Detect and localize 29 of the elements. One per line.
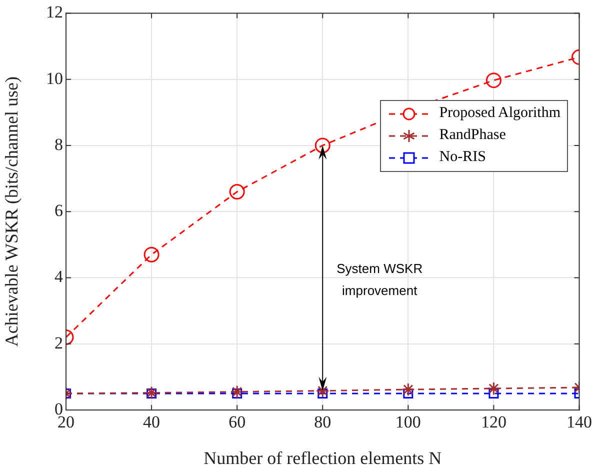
x-tick-label: 140 <box>566 412 592 432</box>
x-tick-label: 40 <box>143 412 160 432</box>
x-tick-label: 60 <box>228 412 246 432</box>
x-tick-label: 80 <box>314 412 332 432</box>
y-axis-title: Achievable WSKR (bits/channel use) <box>2 76 22 347</box>
point <box>232 388 242 398</box>
y-tick-label: 12 <box>46 2 63 22</box>
y-tick-label: 2 <box>54 333 63 352</box>
x-tick-label: 100 <box>395 412 421 432</box>
point <box>486 72 502 88</box>
legend-label: Proposed Algorithm <box>439 105 561 122</box>
point <box>488 388 499 398</box>
point <box>486 382 500 396</box>
y-tick-label: 10 <box>46 68 63 88</box>
x-tick-label: 120 <box>480 412 506 432</box>
legend-label: No-RIS <box>439 149 486 166</box>
x-axis-title: Number of reflection elements N <box>204 448 442 468</box>
point <box>316 384 330 398</box>
y-tick-label: 6 <box>54 201 63 220</box>
point <box>318 388 328 398</box>
y-tick-label: 8 <box>54 134 63 154</box>
point <box>229 184 245 200</box>
point <box>314 138 330 154</box>
point <box>144 246 160 262</box>
legend-label: RandPhase <box>439 127 506 144</box>
point <box>230 385 244 399</box>
point <box>401 382 415 396</box>
y-tick-label: 4 <box>54 267 64 286</box>
annotation: System WSKR improvement <box>336 260 424 300</box>
